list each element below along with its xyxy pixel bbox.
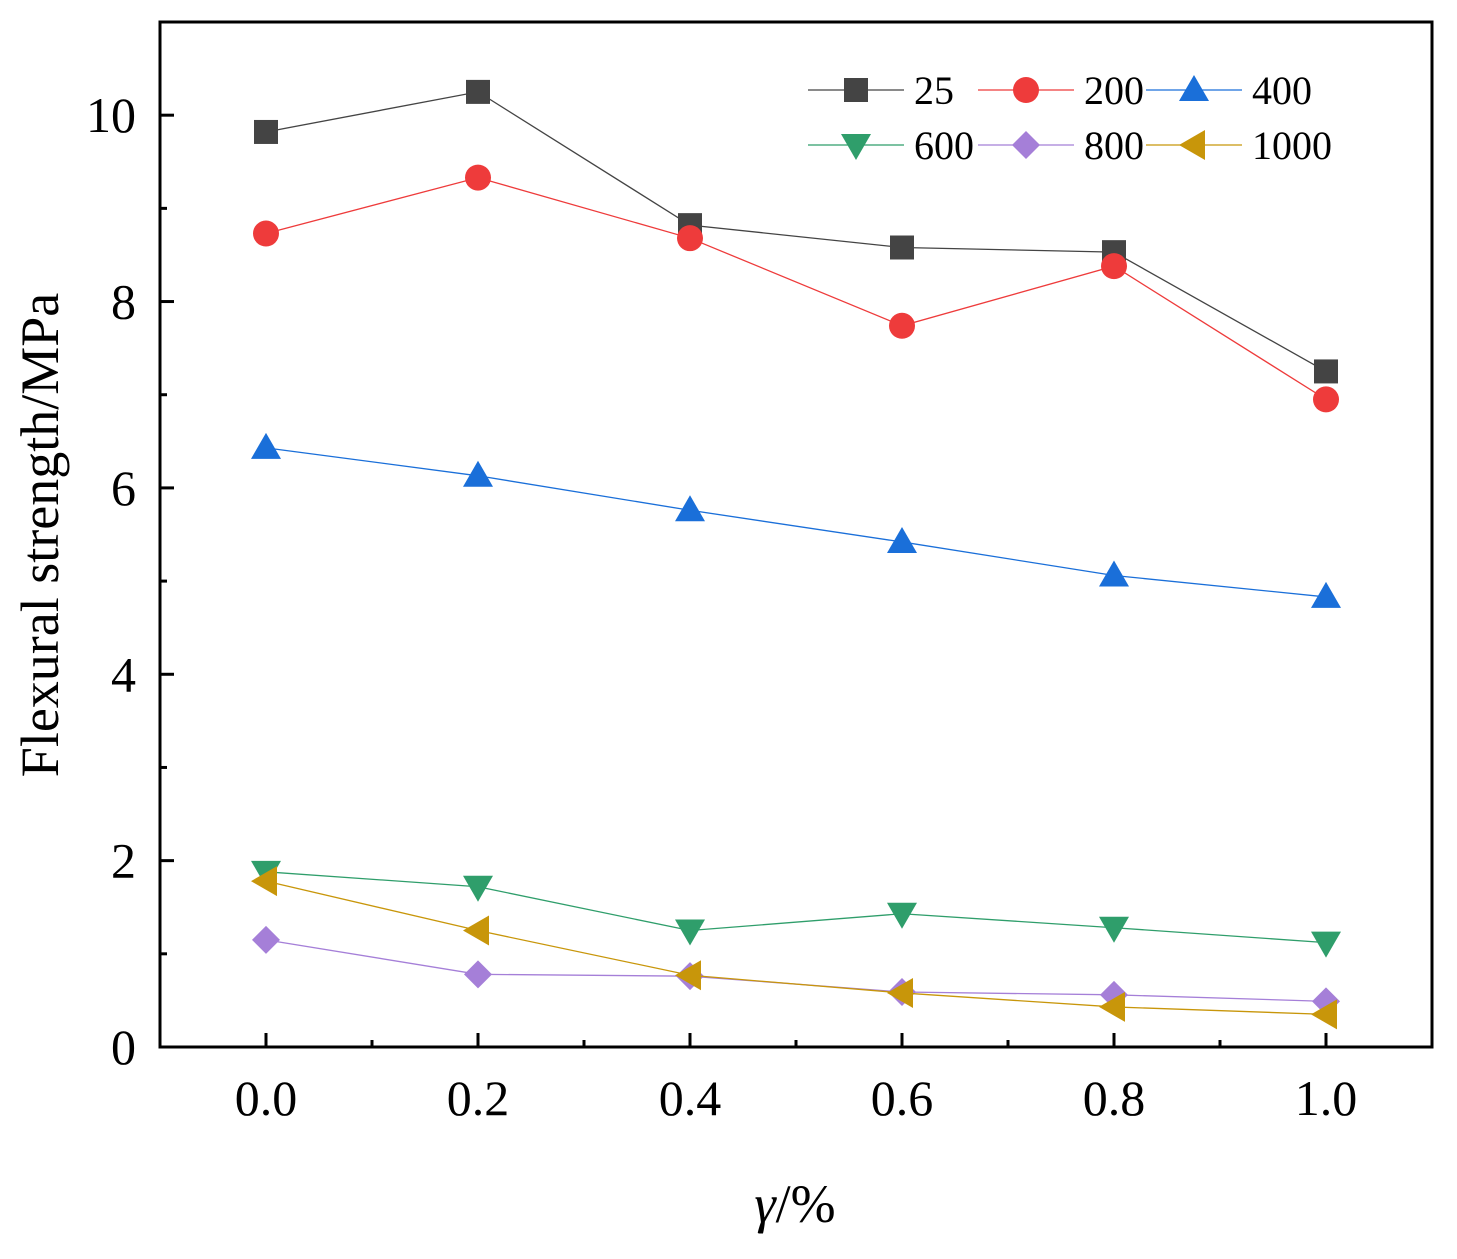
data-point-1000 — [1311, 999, 1337, 1030]
legend-marker-200 — [1013, 77, 1039, 103]
data-point-400 — [1099, 560, 1129, 587]
data-point-25 — [466, 79, 490, 104]
legend-label: 1000 — [1252, 123, 1332, 168]
data-point-1000 — [675, 960, 701, 991]
series-line-25 — [265, 91, 1327, 372]
data-point-200 — [253, 220, 279, 247]
data-point-25 — [254, 119, 278, 144]
legend-marker-800 — [1012, 131, 1040, 159]
series-line-200 — [265, 176, 1327, 400]
legend-marker-25 — [844, 78, 868, 102]
x-tick-label: 0.6 — [871, 1070, 934, 1126]
data-point-600 — [463, 875, 493, 902]
data-point-200 — [1101, 253, 1127, 280]
data-point-600 — [887, 902, 917, 929]
x-tick-label: 1.0 — [1295, 1070, 1358, 1126]
series-line-600 — [265, 871, 1327, 944]
data-point-25 — [890, 235, 914, 260]
data-point-600 — [1099, 916, 1129, 943]
x-tick-label: 0.0 — [235, 1070, 298, 1126]
legend-item-800: 800 — [978, 123, 1144, 168]
legend-marker-400 — [1179, 75, 1209, 101]
data-point-400 — [463, 460, 493, 487]
legend-item-400: 400 — [1146, 68, 1312, 113]
x-axis-symbol: γ — [754, 1174, 777, 1234]
legend-item-25: 25 — [808, 68, 954, 113]
series-line-400 — [265, 447, 1327, 598]
series-600 — [251, 860, 1341, 958]
axes-layer: 0.0 0.2 0.4 0.6 0.8 1.0 0 2 4 6 8 10 — [86, 87, 1357, 1126]
y-tick-label: 8 — [111, 274, 136, 330]
legend: 25 200 400 600 800 1000 — [808, 68, 1332, 168]
data-point-800 — [252, 925, 280, 954]
series-layer — [251, 79, 1341, 1030]
data-point-600 — [675, 919, 705, 946]
y-tick-label: 2 — [111, 833, 136, 889]
data-point-1000 — [463, 915, 489, 946]
legend-label: 800 — [1084, 123, 1144, 168]
series-1000 — [251, 866, 1337, 1030]
series-200 — [253, 164, 1339, 413]
data-point-25 — [1314, 359, 1338, 384]
legend-label: 200 — [1084, 68, 1144, 113]
legend-item-600: 600 — [808, 123, 974, 168]
data-point-200 — [889, 312, 915, 339]
series-line-1000 — [265, 880, 1327, 1016]
legend-marker-1000 — [1179, 130, 1205, 160]
y-tick-label: 10 — [86, 87, 136, 143]
data-point-400 — [251, 432, 281, 459]
series-400 — [251, 432, 1341, 608]
data-point-200 — [1313, 386, 1339, 413]
data-point-1000 — [251, 866, 277, 897]
x-tick-label: 0.4 — [659, 1070, 722, 1126]
y-axis-title: Flexural strength/MPa — [10, 293, 70, 777]
data-point-1000 — [887, 977, 913, 1008]
x-axis-unit: /% — [776, 1174, 836, 1234]
legend-label: 400 — [1252, 68, 1312, 113]
data-point-200 — [465, 164, 491, 191]
legend-item-1000: 1000 — [1146, 123, 1332, 168]
data-point-800 — [464, 960, 492, 989]
x-tick-label: 0.8 — [1083, 1070, 1146, 1126]
data-point-1000 — [1099, 991, 1125, 1022]
data-point-400 — [675, 495, 705, 522]
y-tick-label: 6 — [111, 460, 136, 516]
y-tick-label: 0 — [111, 1019, 136, 1075]
x-axis-title: γ/% — [754, 1174, 835, 1234]
data-point-600 — [1311, 931, 1341, 958]
data-point-200 — [677, 225, 703, 252]
y-tick-label: 4 — [111, 646, 136, 702]
data-point-400 — [1311, 581, 1341, 608]
legend-label: 25 — [914, 68, 954, 113]
legend-label: 600 — [914, 123, 974, 168]
legend-marker-600 — [841, 134, 871, 160]
x-tick-label: 0.2 — [447, 1070, 510, 1126]
legend-item-200: 200 — [978, 68, 1144, 113]
data-point-400 — [887, 526, 917, 553]
